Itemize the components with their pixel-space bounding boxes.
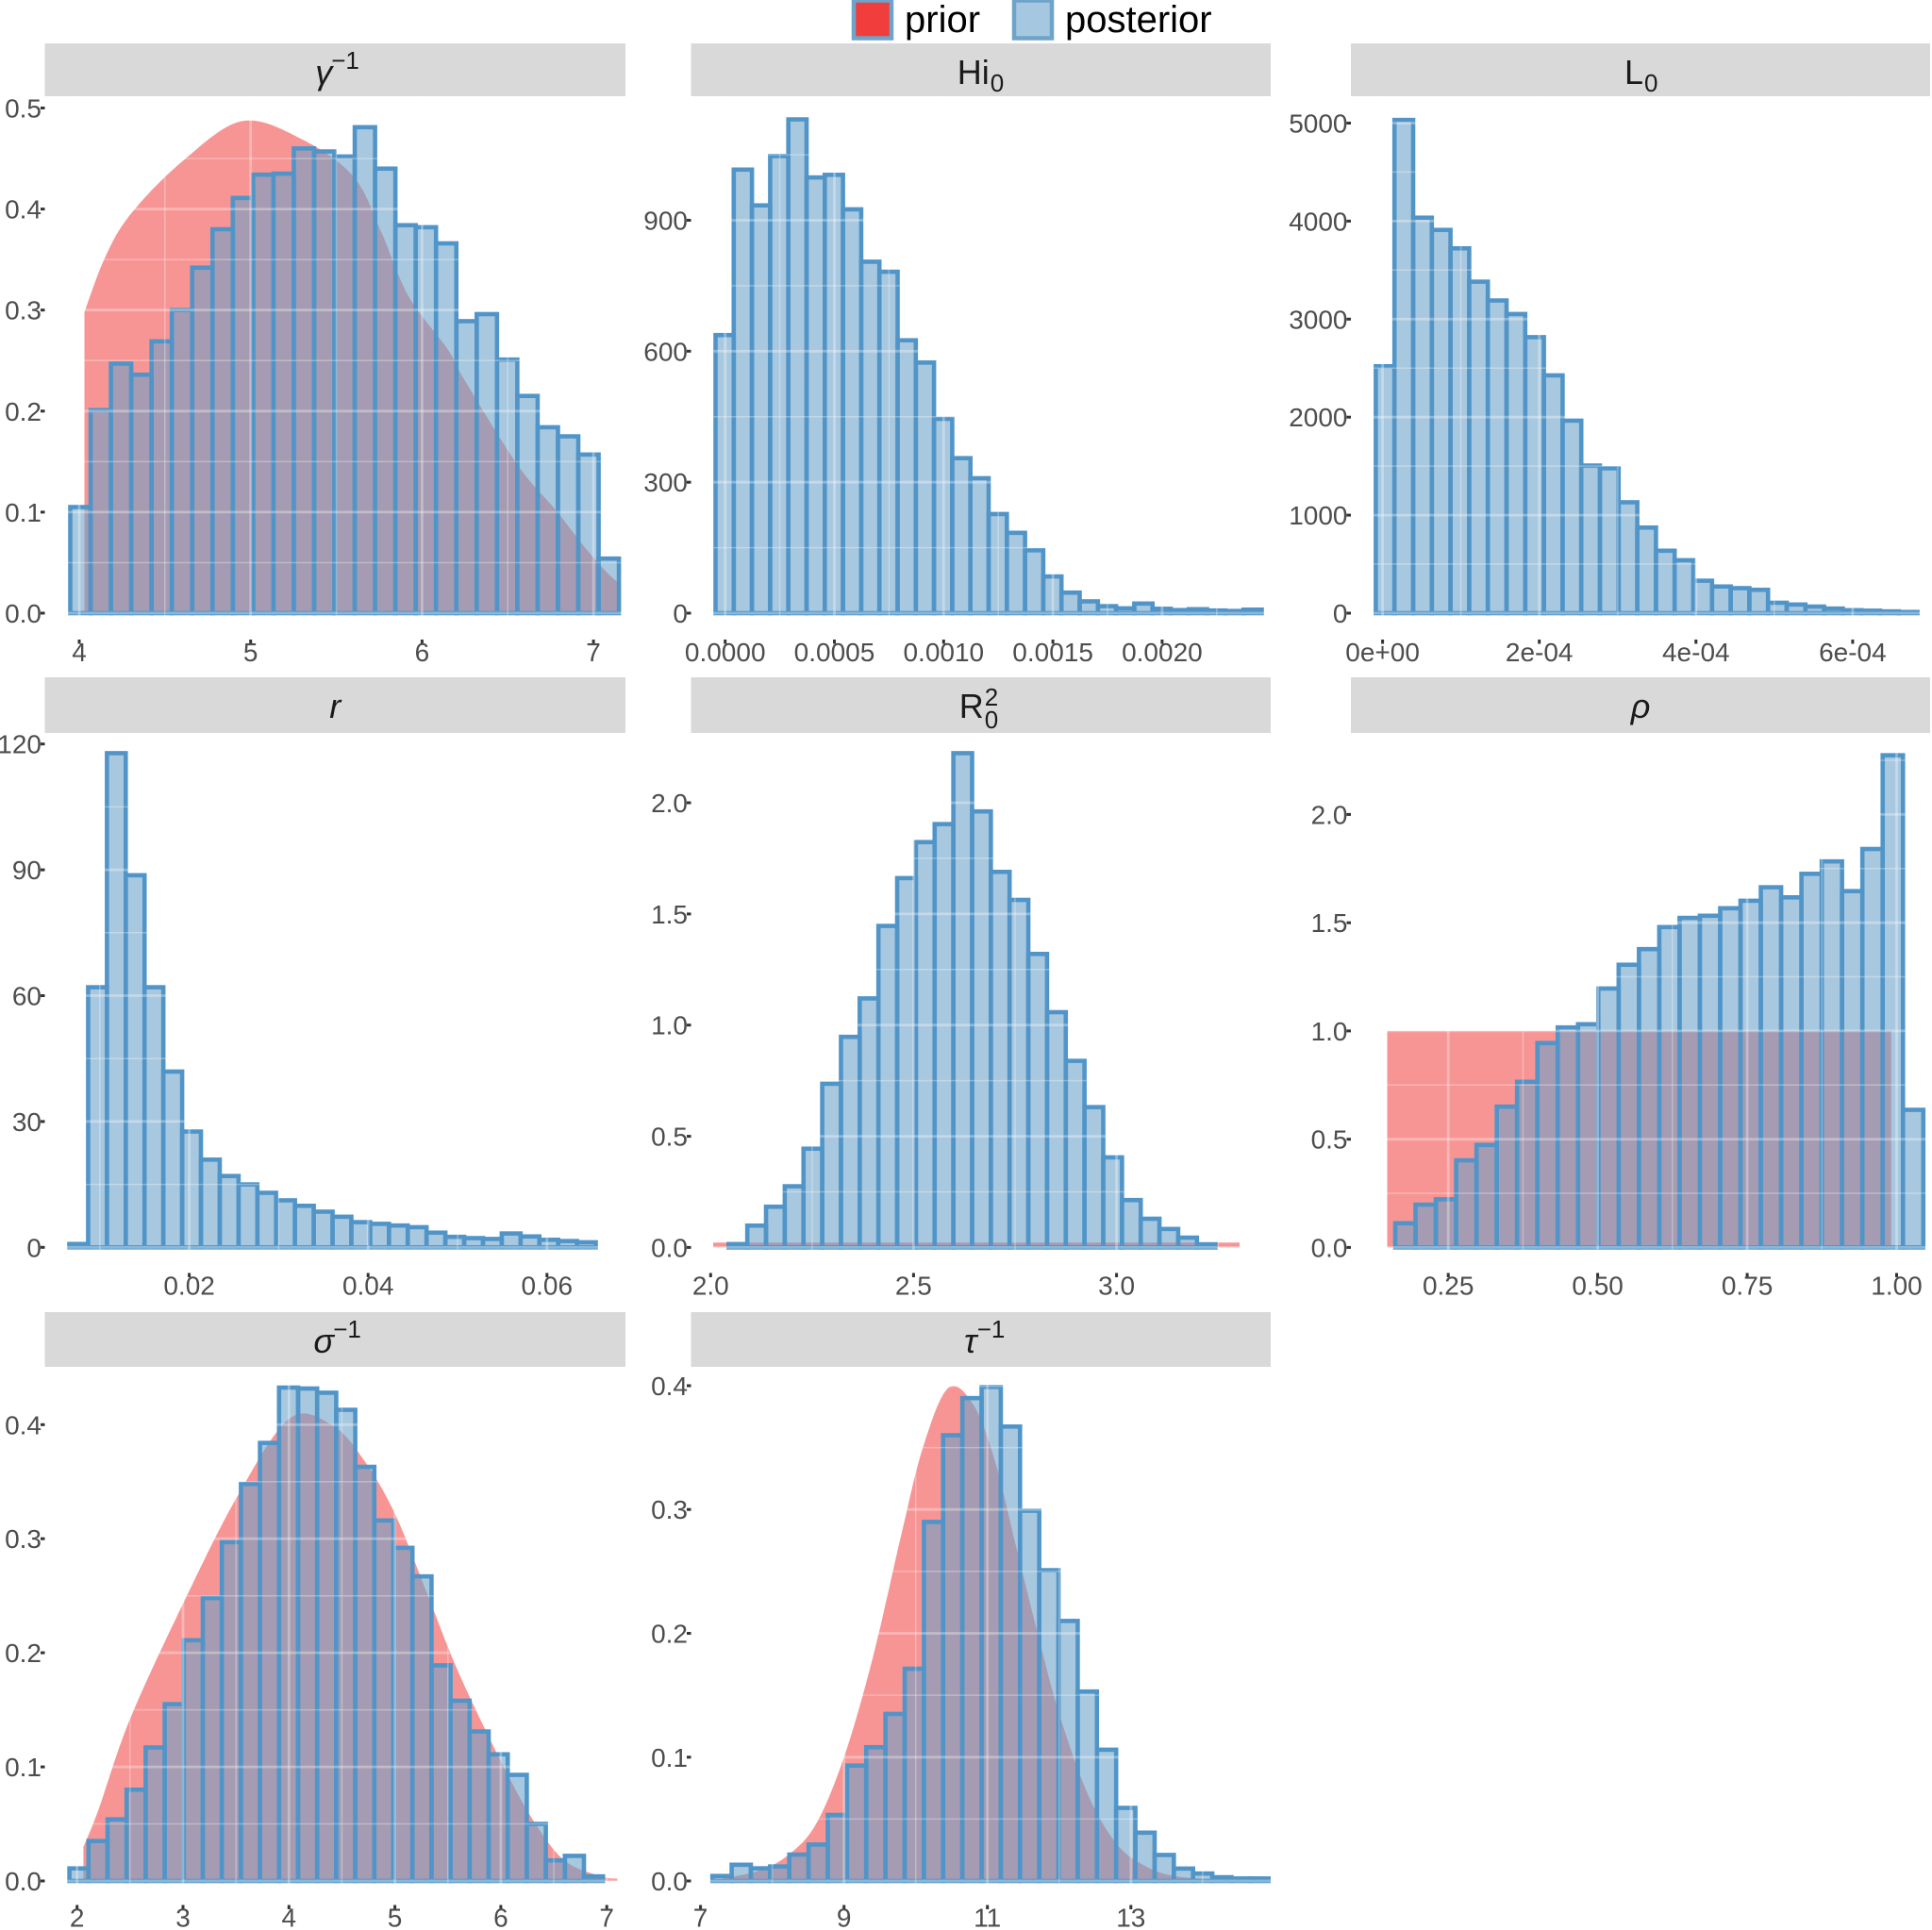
svg-text:0.0: 0.0 [651, 1233, 688, 1262]
svg-text:0.0: 0.0 [651, 1867, 688, 1896]
svg-text:0.0015: 0.0015 [1012, 638, 1093, 667]
svg-text:γ: γ [315, 53, 334, 92]
svg-text:0: 0 [1333, 599, 1348, 628]
svg-text:0.0005: 0.0005 [794, 638, 875, 667]
svg-text:0.75: 0.75 [1722, 1272, 1774, 1301]
svg-text:0.0000: 0.0000 [685, 638, 766, 667]
svg-text:0: 0 [26, 1233, 42, 1262]
svg-text:−1: −1 [333, 1315, 361, 1343]
svg-text:0.3: 0.3 [5, 1524, 42, 1554]
svg-text:L: L [1624, 53, 1643, 92]
svg-text:3000: 3000 [1289, 305, 1347, 334]
svg-text:2e-04: 2e-04 [1506, 638, 1574, 667]
svg-text:6: 6 [415, 638, 430, 667]
svg-text:1.0: 1.0 [651, 1011, 688, 1040]
svg-text:0: 0 [673, 599, 688, 628]
svg-text:0.3: 0.3 [5, 296, 42, 325]
svg-text:1.00: 1.00 [1871, 1272, 1923, 1301]
svg-text:τ: τ [964, 1322, 979, 1360]
svg-text:1.0: 1.0 [1311, 1017, 1348, 1046]
svg-text:60: 60 [12, 982, 42, 1011]
svg-text:0.04: 0.04 [342, 1272, 394, 1301]
svg-text:posterior: posterior [1065, 0, 1212, 41]
svg-text:0: 0 [1644, 69, 1657, 97]
svg-text:−1: −1 [331, 46, 359, 75]
svg-text:7: 7 [599, 1904, 614, 1930]
svg-text:90: 90 [12, 856, 42, 885]
svg-text:7: 7 [693, 1904, 708, 1930]
svg-text:0.4: 0.4 [5, 195, 42, 225]
svg-text:6: 6 [493, 1904, 508, 1930]
svg-text:2: 2 [985, 683, 998, 711]
svg-text:0.50: 0.50 [1572, 1272, 1624, 1301]
svg-text:ρ: ρ [1630, 687, 1651, 725]
svg-text:5: 5 [243, 638, 258, 667]
svg-text:2: 2 [70, 1904, 85, 1930]
svg-text:4e-04: 4e-04 [1662, 638, 1730, 667]
svg-text:900: 900 [643, 207, 688, 236]
svg-text:5000: 5000 [1289, 109, 1347, 139]
svg-text:2.0: 2.0 [1311, 800, 1348, 829]
svg-text:0.5: 0.5 [651, 1123, 688, 1152]
svg-text:R: R [959, 687, 984, 725]
svg-text:1.5: 1.5 [651, 900, 688, 929]
svg-text:0.2: 0.2 [5, 1639, 42, 1668]
svg-text:0.02: 0.02 [163, 1272, 215, 1301]
svg-text:0.0: 0.0 [5, 1867, 42, 1896]
svg-text:2000: 2000 [1289, 403, 1347, 432]
svg-text:0.5: 0.5 [5, 94, 42, 124]
svg-text:0.4: 0.4 [651, 1372, 688, 1401]
svg-text:0: 0 [985, 706, 998, 734]
svg-text:2.0: 2.0 [692, 1272, 729, 1301]
svg-text:r: r [329, 687, 342, 725]
svg-text:4: 4 [282, 1904, 297, 1930]
svg-text:3.0: 3.0 [1098, 1272, 1135, 1301]
svg-text:3: 3 [175, 1904, 191, 1930]
svg-text:Hi: Hi [958, 53, 990, 92]
svg-text:σ: σ [313, 1322, 335, 1360]
svg-text:0.0: 0.0 [5, 599, 42, 628]
svg-text:0.2: 0.2 [651, 1620, 688, 1649]
svg-text:−1: −1 [977, 1315, 1006, 1343]
svg-text:120: 120 [0, 730, 42, 759]
svg-text:4000: 4000 [1289, 207, 1347, 236]
svg-text:0.4: 0.4 [5, 1410, 42, 1439]
svg-text:0.1: 0.1 [5, 1753, 42, 1782]
svg-text:0.2: 0.2 [5, 397, 42, 426]
svg-text:11: 11 [974, 1904, 1001, 1930]
svg-text:2.0: 2.0 [651, 789, 688, 818]
svg-text:1000: 1000 [1289, 501, 1347, 530]
svg-text:0.0: 0.0 [1311, 1233, 1348, 1262]
svg-text:30: 30 [12, 1107, 42, 1137]
svg-text:13: 13 [1116, 1904, 1145, 1930]
svg-text:6e-04: 6e-04 [1819, 638, 1887, 667]
svg-text:0.06: 0.06 [522, 1272, 574, 1301]
svg-text:9: 9 [837, 1904, 852, 1930]
svg-text:600: 600 [643, 337, 688, 366]
svg-text:7: 7 [586, 638, 601, 667]
svg-text:0.1: 0.1 [5, 498, 42, 527]
svg-text:0.3: 0.3 [651, 1495, 688, 1524]
svg-text:2.5: 2.5 [895, 1272, 932, 1301]
svg-text:0.0020: 0.0020 [1122, 638, 1203, 667]
svg-text:prior: prior [905, 0, 980, 41]
svg-text:0.0010: 0.0010 [903, 638, 984, 667]
svg-text:5: 5 [388, 1904, 403, 1930]
svg-text:4: 4 [72, 638, 87, 667]
svg-text:0: 0 [991, 69, 1004, 97]
svg-text:0e+00: 0e+00 [1345, 638, 1420, 667]
svg-text:0.1: 0.1 [651, 1743, 688, 1772]
svg-text:300: 300 [643, 468, 688, 497]
svg-text:1.5: 1.5 [1311, 908, 1348, 938]
svg-text:0.5: 0.5 [1311, 1125, 1348, 1155]
svg-text:0.25: 0.25 [1423, 1272, 1474, 1301]
